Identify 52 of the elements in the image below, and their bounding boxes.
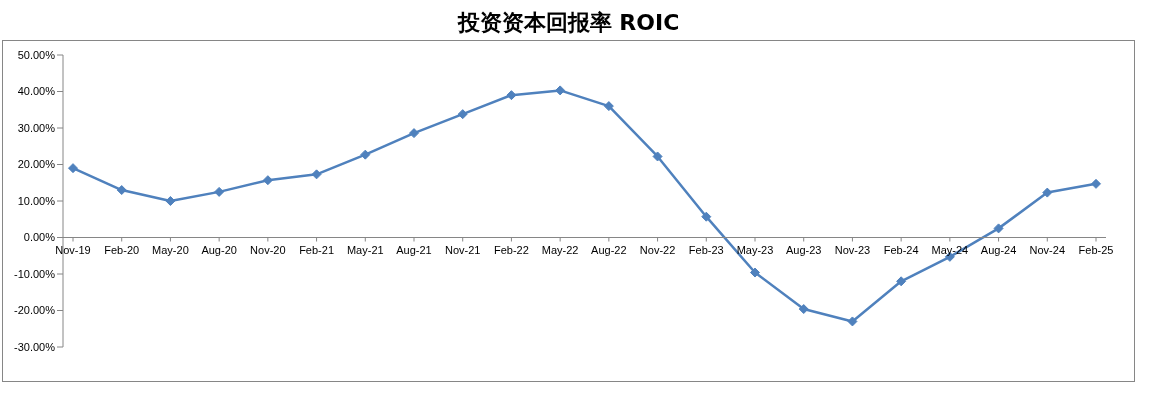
x-tick-label: Nov-21 bbox=[444, 243, 481, 256]
x-tick-label: Nov-22 bbox=[639, 243, 676, 256]
point bbox=[1091, 178, 1101, 189]
y-tick-label: -10.00% bbox=[14, 267, 56, 280]
point bbox=[1042, 187, 1053, 198]
point bbox=[750, 267, 760, 278]
x-tick-label: May-20 bbox=[152, 243, 189, 256]
x-tick-label: Aug-20 bbox=[201, 243, 237, 256]
x-tick-label: May-22 bbox=[541, 243, 579, 256]
point bbox=[993, 223, 1004, 234]
point bbox=[701, 211, 712, 222]
point bbox=[798, 304, 809, 315]
x-tick-label: Aug-23 bbox=[785, 243, 822, 256]
x-tick-label: Aug-22 bbox=[591, 243, 627, 256]
point bbox=[68, 163, 78, 174]
x-tick-label: Feb-23 bbox=[688, 243, 724, 256]
x-tick-label: Nov-20 bbox=[250, 243, 286, 256]
y-tick-label: -30.00% bbox=[14, 340, 56, 353]
y-tick-label: 40.00% bbox=[17, 85, 56, 98]
x-tick-label: Feb-21 bbox=[299, 243, 334, 256]
point bbox=[311, 169, 322, 180]
x-tick-label: Nov-19 bbox=[55, 243, 91, 256]
point bbox=[214, 186, 225, 197]
point bbox=[847, 316, 858, 327]
y-tick-label: 30.00% bbox=[17, 121, 56, 134]
point bbox=[603, 101, 614, 112]
x-tick-label: Feb-22 bbox=[494, 243, 529, 256]
y-tick-label: 10.00% bbox=[17, 194, 56, 207]
x-tick-label: Aug-24 bbox=[980, 243, 1017, 256]
y-tick-label: 0.00% bbox=[23, 231, 56, 244]
x-tick-label: May-21 bbox=[346, 243, 384, 256]
point bbox=[555, 85, 566, 96]
point bbox=[360, 149, 371, 160]
x-tick-label: Nov-23 bbox=[834, 243, 871, 256]
point bbox=[262, 175, 273, 186]
point bbox=[457, 109, 468, 120]
point bbox=[896, 276, 907, 287]
x-tick-label: Feb-20 bbox=[104, 243, 140, 256]
chart-title: 投资资本回报率 ROIC bbox=[456, 9, 681, 37]
y-tick-label: 50.00% bbox=[17, 48, 56, 61]
point bbox=[409, 128, 419, 139]
point bbox=[506, 90, 517, 101]
x-tick-label: Feb-25 bbox=[1078, 243, 1114, 256]
y-tick-label: -20.00% bbox=[14, 304, 56, 317]
point bbox=[116, 185, 127, 196]
x-tick-label: Aug-21 bbox=[396, 243, 432, 256]
y-tick-label: 20.00% bbox=[17, 158, 56, 171]
point bbox=[165, 196, 176, 206]
x-tick-label: Nov-24 bbox=[1029, 243, 1066, 256]
x-tick-label: May-23 bbox=[736, 243, 774, 256]
point bbox=[652, 151, 663, 162]
x-tick-label: Feb-24 bbox=[883, 243, 919, 256]
